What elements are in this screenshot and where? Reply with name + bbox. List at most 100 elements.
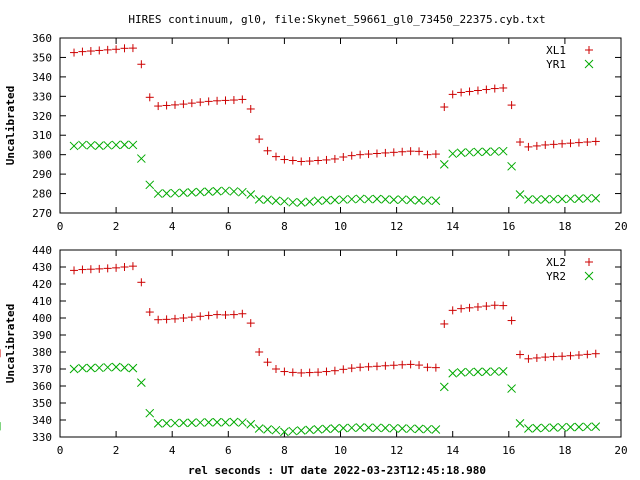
data-point [187,313,196,322]
data-point [145,308,154,317]
data-point [372,149,381,158]
data-point [381,148,390,157]
data-point [179,188,188,198]
data-point [482,367,491,377]
data-point [397,424,407,433]
data-point [246,104,255,113]
data-point [516,138,525,147]
data-point [154,102,163,111]
data-point [532,195,542,204]
data-point [103,140,113,150]
data-point [280,367,289,376]
y-tick-label: 330 [32,431,52,444]
data-point [397,195,407,204]
data-point [431,363,440,372]
y-tick-label: 310 [32,129,52,142]
data-point [238,95,247,104]
legend-label: XL1 [546,44,566,57]
data-point [213,96,222,105]
data-point [381,361,390,370]
series-YR1 [69,140,601,207]
x-tick-label: 6 [225,444,232,457]
series-XL1 [70,44,600,166]
data-point [591,137,600,146]
x-tick-label: 0 [57,220,64,233]
data-point [540,195,550,204]
data-point [549,194,559,204]
data-point [549,140,558,149]
data-point [78,265,87,274]
data-point [516,350,525,359]
data-point [566,351,575,360]
y-tick-label: 330 [32,90,52,103]
data-point [86,47,95,56]
x-tick-label: 16 [502,444,515,457]
y-tick-label: 360 [32,380,52,393]
data-point [566,139,575,148]
data-point [465,303,474,312]
data-point [473,302,482,311]
data-point [372,423,382,433]
data-point [532,353,541,362]
data-point [448,149,458,159]
data-point [171,314,180,323]
data-point [187,418,197,428]
data-point [339,153,348,161]
data-point [204,187,214,196]
data-point [490,147,500,156]
data-point [473,367,483,377]
data-point [448,306,457,315]
y-axis-label: Uncalibrated [4,304,17,383]
data-point [305,157,314,166]
data-point [583,350,592,359]
data-point [170,418,180,428]
data-point [322,155,331,164]
legend-label: XL2 [546,256,566,269]
data-point [111,140,121,150]
data-point [212,417,222,427]
data-point [78,140,87,150]
data-point [347,423,357,433]
data-point [456,368,466,377]
data-point [70,266,79,275]
data-point [381,423,390,433]
data-point [515,190,525,199]
data-point [347,151,356,160]
data-point [574,351,583,360]
data-point [330,366,339,375]
data-point [582,422,592,432]
data-point [574,422,584,432]
legend-marker [584,59,594,69]
data-point [406,424,415,434]
data-point [288,426,298,436]
data-point [237,418,247,427]
data-point [280,155,289,164]
y-tick-label: 340 [32,71,52,84]
data-point [263,358,272,367]
data-point [457,88,466,97]
data-point [558,352,567,361]
x-tick-label: 8 [281,444,288,457]
plot-frame [59,249,622,438]
data-point [246,419,256,429]
data-point [448,90,457,99]
data-point [338,195,348,204]
data-point [549,423,559,432]
data-point [78,363,87,373]
data-point [423,363,432,372]
data-point [431,196,441,206]
data-point [591,422,601,431]
data-point [591,193,601,203]
data-point [439,160,449,169]
data-point [128,140,138,150]
data-point [145,180,155,190]
data-point [280,427,289,437]
data-point [112,263,121,272]
x-tick-label: 14 [446,220,460,233]
data-point [229,417,239,427]
data-point [507,161,516,171]
x-tick-label: 12 [390,444,403,457]
data-point [297,157,306,166]
data-point [582,194,592,203]
x-tick-label: 20 [614,444,627,457]
